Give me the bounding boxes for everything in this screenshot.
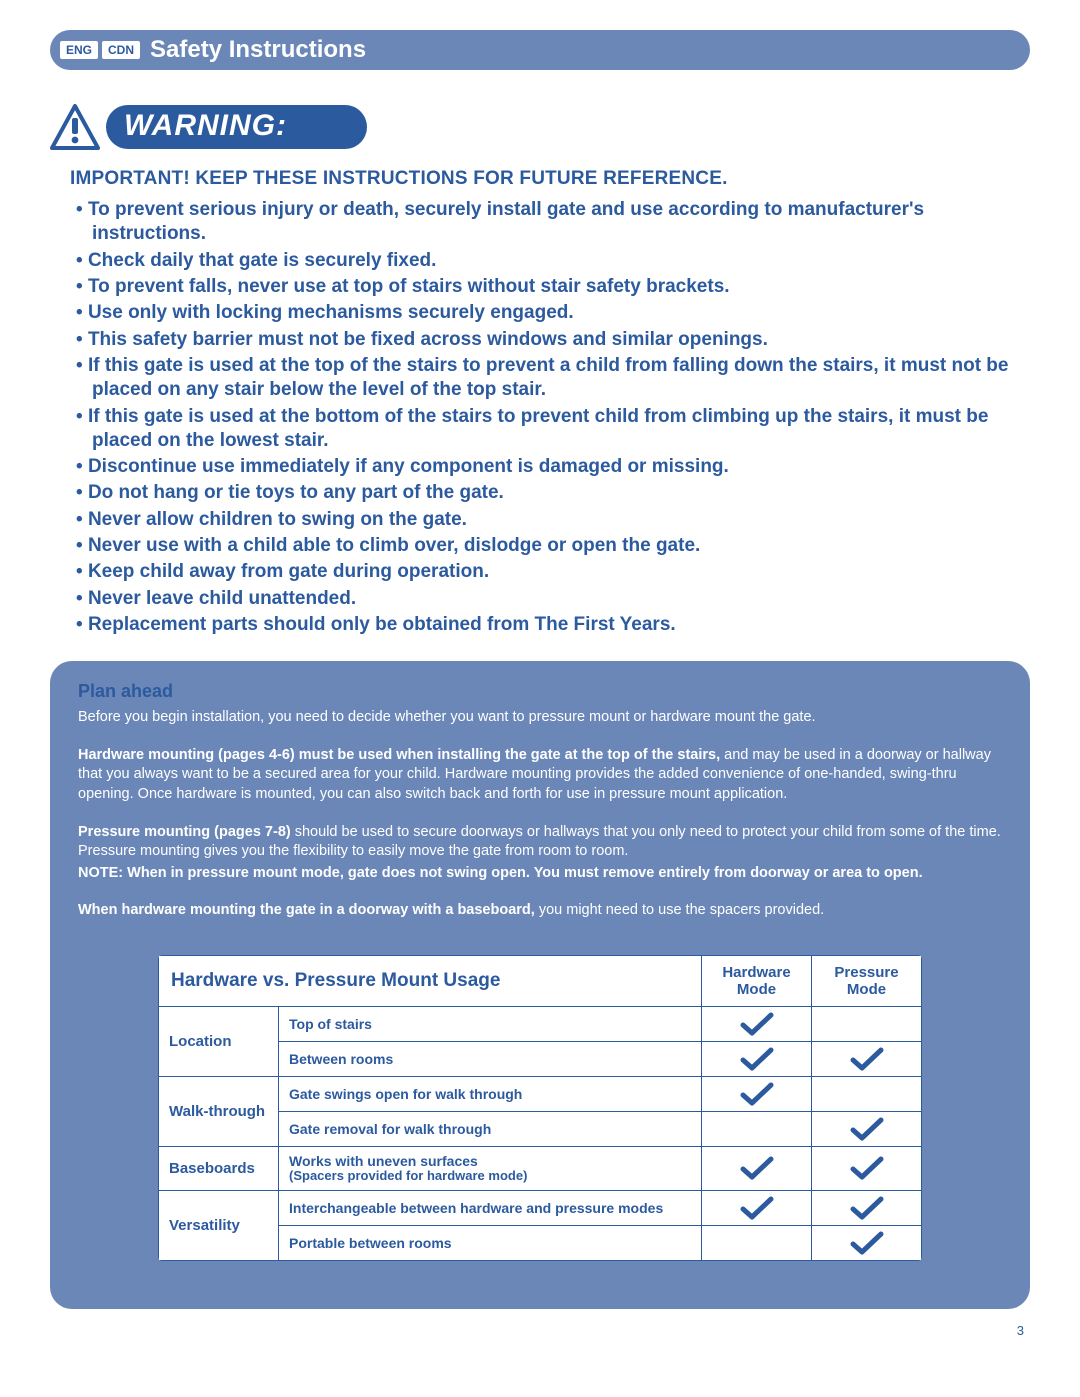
warning-bullet: To prevent falls, never use at top of st… — [70, 275, 1030, 299]
warning-bullet: This safety barrier must not be fixed ac… — [70, 328, 1030, 352]
pressure-mark — [812, 1190, 922, 1225]
plan-ahead-box: Plan ahead Before you begin installation… — [50, 661, 1030, 1309]
hardware-mark — [702, 1190, 812, 1225]
plan-ahead-title: Plan ahead — [78, 681, 1002, 702]
table-row: VersatilityInterchangeable between hardw… — [159, 1190, 922, 1225]
warning-label: WARNING: — [106, 105, 367, 149]
important-heading: IMPORTANT! KEEP THESE INSTRUCTIONS FOR F… — [70, 168, 1030, 190]
pressure-mark — [812, 1076, 922, 1111]
lang-badge-eng: ENG — [60, 41, 98, 59]
pressure-mark — [812, 1225, 922, 1260]
pressure-mark — [812, 1041, 922, 1076]
col-pressure-mode: PressureMode — [812, 955, 922, 1006]
warning-bullet: To prevent serious injury or death, secu… — [70, 198, 1030, 247]
plan-hardware-bold: Hardware mounting (pages 4-6) must be us… — [78, 747, 720, 763]
table-title: Hardware vs. Pressure Mount Usage — [159, 955, 702, 1006]
warning-bullet-list: To prevent serious injury or death, secu… — [70, 198, 1030, 637]
warning-bullet: Replacement parts should only be obtaine… — [70, 613, 1030, 637]
pressure-mark — [812, 1006, 922, 1041]
hardware-mark — [702, 1006, 812, 1041]
table-category: Walk-through — [159, 1076, 279, 1146]
warning-bullet: Discontinue use immediately if any compo… — [70, 455, 1030, 479]
pressure-mark — [812, 1146, 922, 1190]
table-row: LocationTop of stairs — [159, 1006, 922, 1041]
plan-pressure-para: Pressure mounting (pages 7-8) should be … — [78, 823, 1002, 862]
table-row: BaseboardsWorks with uneven surfaces(Spa… — [159, 1146, 922, 1190]
plan-baseboard-para: When hardware mounting the gate in a doo… — [78, 901, 1002, 921]
table-desc: Between rooms — [279, 1041, 702, 1076]
warning-bullet: If this gate is used at the bottom of th… — [70, 405, 1030, 454]
page-number: 3 — [50, 1323, 1030, 1338]
hardware-mark — [702, 1111, 812, 1146]
table-category: Baseboards — [159, 1146, 279, 1190]
warning-bullet: Use only with locking mechanisms securel… — [70, 301, 1030, 325]
warning-row: WARNING: — [50, 104, 1030, 150]
lang-badge-cdn: CDN — [102, 41, 140, 59]
table-desc: Gate removal for walk through — [279, 1111, 702, 1146]
table-desc: Interchangeable between hardware and pre… — [279, 1190, 702, 1225]
plan-baseboard-bold: When hardware mounting the gate in a doo… — [78, 902, 535, 918]
table-category: Location — [159, 1006, 279, 1076]
table-row: Walk-throughGate swings open for walk th… — [159, 1076, 922, 1111]
warning-bullet: Never use with a child able to climb ove… — [70, 534, 1030, 558]
table-desc: Works with uneven surfaces(Spacers provi… — [279, 1146, 702, 1190]
table-desc: Top of stairs — [279, 1006, 702, 1041]
table-category: Versatility — [159, 1190, 279, 1260]
hardware-mark — [702, 1041, 812, 1076]
col-hardware-mode: HardwareMode — [702, 955, 812, 1006]
header-title: Safety Instructions — [150, 36, 366, 64]
plan-intro: Before you begin installation, you need … — [78, 708, 1002, 728]
comparison-table-wrap: Hardware vs. Pressure Mount Usage Hardwa… — [158, 955, 922, 1261]
plan-note: NOTE: When in pressure mount mode, gate … — [78, 864, 1002, 884]
plan-hardware-para: Hardware mounting (pages 4-6) must be us… — [78, 746, 1002, 805]
warning-bullet: Never allow children to swing on the gat… — [70, 508, 1030, 532]
table-desc: Portable between rooms — [279, 1225, 702, 1260]
hardware-mark — [702, 1076, 812, 1111]
warning-bullet: Keep child away from gate during operati… — [70, 560, 1030, 584]
warning-triangle-icon — [50, 104, 100, 150]
header-bar: ENG CDN Safety Instructions — [50, 30, 1030, 70]
table-desc: Gate swings open for walk through — [279, 1076, 702, 1111]
warning-bullet: If this gate is used at the top of the s… — [70, 354, 1030, 403]
warning-bullet: Never leave child unattended. — [70, 587, 1030, 611]
warning-bullet: Do not hang or tie toys to any part of t… — [70, 481, 1030, 505]
pressure-mark — [812, 1111, 922, 1146]
plan-pressure-bold: Pressure mounting (pages 7-8) — [78, 824, 291, 840]
plan-baseboard-rest: you might need to use the spacers provid… — [535, 902, 824, 918]
comparison-table: Hardware vs. Pressure Mount Usage Hardwa… — [158, 955, 922, 1261]
hardware-mark — [702, 1225, 812, 1260]
hardware-mark — [702, 1146, 812, 1190]
warning-bullet: Check daily that gate is securely fixed. — [70, 249, 1030, 273]
plan-note-text: NOTE: When in pressure mount mode, gate … — [78, 865, 923, 881]
